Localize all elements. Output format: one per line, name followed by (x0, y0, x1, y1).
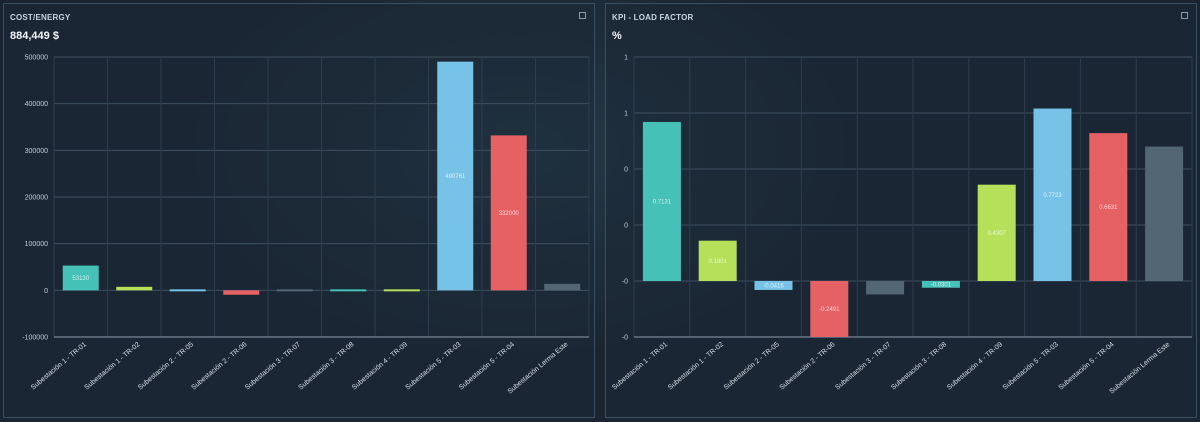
data-label: -0.0416 (763, 283, 784, 289)
bar[interactable] (383, 289, 420, 292)
bar[interactable] (866, 281, 905, 295)
x-tick-label: Subestación 3 - TR-07 (244, 341, 302, 391)
data-label: -0.2491 (819, 307, 840, 313)
panel-title: KPI - LOAD FACTOR (612, 13, 694, 22)
data-label: 490761 (445, 174, 466, 180)
panel-value: % (612, 30, 622, 42)
x-tick-label: Subestación 4 - TR-09 (351, 341, 409, 391)
x-tick-label: Subestación 2 - TR-06 (190, 341, 248, 391)
bar[interactable] (276, 289, 313, 292)
x-tick-label: Subestación 2 - TR-05 (137, 341, 195, 391)
y-tick-label: 0 (44, 288, 48, 295)
bar[interactable] (1089, 133, 1128, 281)
data-label: 332000 (499, 211, 520, 217)
bar[interactable] (1145, 146, 1184, 281)
data-label: 0.4307 (988, 231, 1007, 237)
x-tick-label: Subestación 3 - TR-08 (297, 341, 355, 391)
x-tick-label: Subestación 3 - TR-08 (890, 341, 948, 391)
data-label: 0.1801 (709, 259, 728, 265)
x-tick-label: Subestación 3 - TR-07 (834, 341, 892, 391)
x-tick-label: Subestación 1 - TR-02 (667, 341, 725, 391)
bar[interactable] (754, 281, 793, 290)
y-tick-label: -0 (622, 279, 628, 286)
load-factor-chart: 1 1 0 0 -0 -0 0.7131 Subestación 1 - TR-01 0.180… (611, 55, 1193, 396)
bar[interactable] (810, 281, 849, 337)
x-tick-label: Subestación Lerma Este (507, 341, 570, 395)
y-tick-label: 0 (624, 167, 628, 174)
y-tick-label: 100000 (25, 241, 48, 248)
panel-value: 884,449 $ (10, 30, 59, 42)
y-tick-label: 1 (624, 111, 628, 118)
bar[interactable] (62, 265, 99, 291)
y-tick-label: 0 (624, 223, 628, 230)
bar[interactable] (330, 289, 367, 292)
x-tick-label: Subestación 1 - TR-02 (83, 341, 141, 391)
x-tick-label: Subestación 1 - TR-01 (30, 341, 88, 391)
x-tick-label: Subestación 5 - TR-03 (1002, 341, 1060, 391)
bar[interactable] (490, 135, 527, 291)
cost-energy-panel: COST/ENERGY 884,449 $ 500000 400000 300000… (3, 3, 595, 418)
x-tick-label: Subestación Lerma Este (1108, 341, 1171, 395)
x-tick-label: Subestación 1 - TR-01 (611, 341, 669, 391)
y-tick-label: -100000 (22, 335, 48, 342)
data-label: 0.7723 (1043, 193, 1062, 199)
y-tick-label: 1 (624, 55, 628, 62)
bar[interactable] (698, 240, 737, 281)
y-tick-label: 400000 (25, 101, 48, 108)
bar[interactable] (921, 281, 960, 288)
bar[interactable] (1033, 108, 1072, 282)
bar[interactable] (437, 61, 474, 291)
x-tick-label: Subestación 4 - TR-09 (946, 341, 1004, 391)
data-label: 0.7131 (653, 199, 672, 205)
y-tick-label: -0 (622, 335, 628, 342)
cost-energy-chart: 500000 400000 300000 200000 100000 0 -100000 53… (22, 55, 590, 396)
y-tick-label: 500000 (25, 55, 48, 62)
x-tick-label: Subestación 2 - TR-05 (723, 341, 781, 391)
panel-title: COST/ENERGY (10, 13, 71, 22)
bar[interactable] (223, 290, 260, 295)
x-tick-label: Subestación 5 - TR-03 (404, 341, 462, 391)
bar[interactable] (169, 289, 206, 292)
load-factor-panel: KPI - LOAD FACTOR % 1 1 0 0 -0 -0 0.7131 Subest… (605, 3, 1197, 418)
x-tick-label: Subestación 5 - TR-04 (1058, 341, 1116, 391)
y-tick-label: 300000 (25, 148, 48, 155)
bar[interactable] (116, 286, 153, 291)
bar[interactable] (977, 184, 1016, 281)
x-tick-label: Subestación 5 - TR-04 (458, 341, 516, 391)
expand-icon[interactable] (1181, 12, 1188, 19)
x-tick-label: Subestación 2 - TR-06 (779, 341, 837, 391)
data-label: 53130 (72, 276, 89, 282)
bar[interactable] (544, 283, 581, 291)
y-tick-label: 200000 (25, 195, 48, 202)
data-label: 0.6631 (1099, 205, 1118, 211)
data-label: -0.0301 (931, 282, 952, 288)
bar[interactable] (642, 121, 681, 282)
expand-icon[interactable] (579, 12, 586, 19)
